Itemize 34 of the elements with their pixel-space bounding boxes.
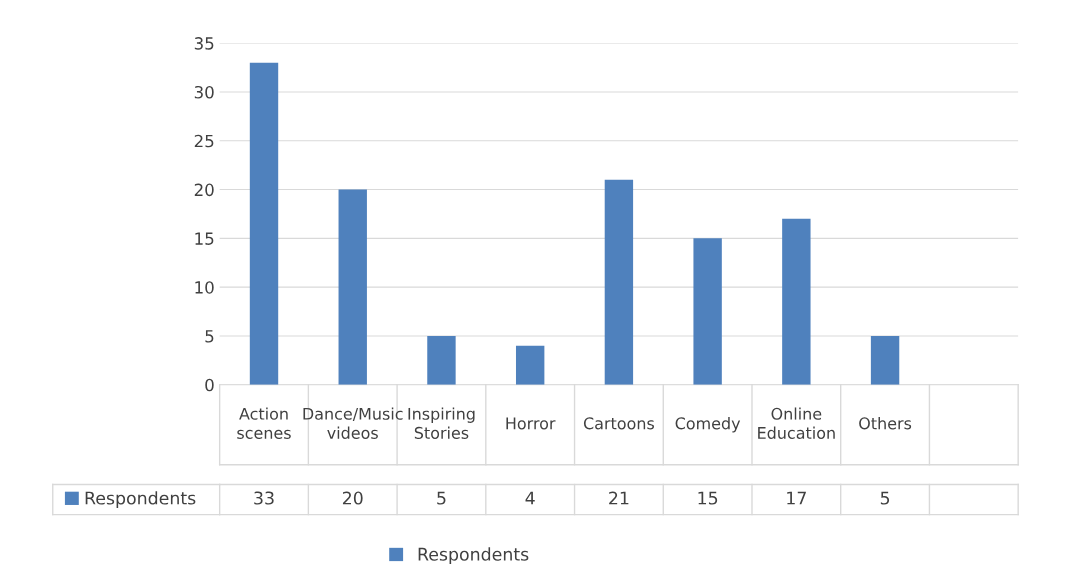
- y-tick-label: 35: [194, 37, 214, 50]
- data-label: 21: [609, 491, 629, 505]
- bar: [515, 345, 545, 385]
- y-tick-label: 15: [195, 232, 214, 245]
- data-label: 5: [880, 491, 890, 505]
- y-tick-label: 10: [195, 281, 214, 294]
- data-label: 33: [254, 491, 274, 505]
- y-tick-label: 25: [194, 134, 214, 148]
- y-tick-label: 30: [194, 85, 214, 99]
- x-tick-label: Dance/Music videos: [303, 407, 403, 439]
- bar: [782, 218, 811, 385]
- data-label: 15: [698, 491, 718, 505]
- x-tick-label: Comedy: [675, 417, 741, 433]
- y-tick-label: 20: [194, 183, 214, 197]
- y-tick-label: 5: [205, 330, 214, 343]
- bar: [870, 335, 900, 385]
- data-label: 4: [525, 491, 535, 505]
- data-label: 20: [342, 491, 363, 505]
- y-tick-label: 0: [205, 378, 214, 392]
- x-tick-label: Action scenes: [237, 407, 291, 439]
- bar: [427, 335, 456, 385]
- bar: [693, 238, 722, 385]
- bar: [604, 179, 634, 385]
- data-label: 17: [787, 491, 806, 505]
- x-tick-label: Horror: [506, 417, 556, 430]
- x-tick-label: Cartoons: [583, 417, 654, 430]
- x-tick-label: Others: [859, 417, 912, 430]
- x-tick-label: Inspiring Stories: [408, 407, 475, 439]
- data-label: 5: [437, 491, 446, 505]
- x-tick-label: Online Education: [758, 407, 835, 439]
- text: Respondents: [418, 547, 529, 565]
- bar: [338, 189, 367, 385]
- legend-label: Respondents: [85, 491, 196, 508]
- bar: [249, 62, 279, 385]
